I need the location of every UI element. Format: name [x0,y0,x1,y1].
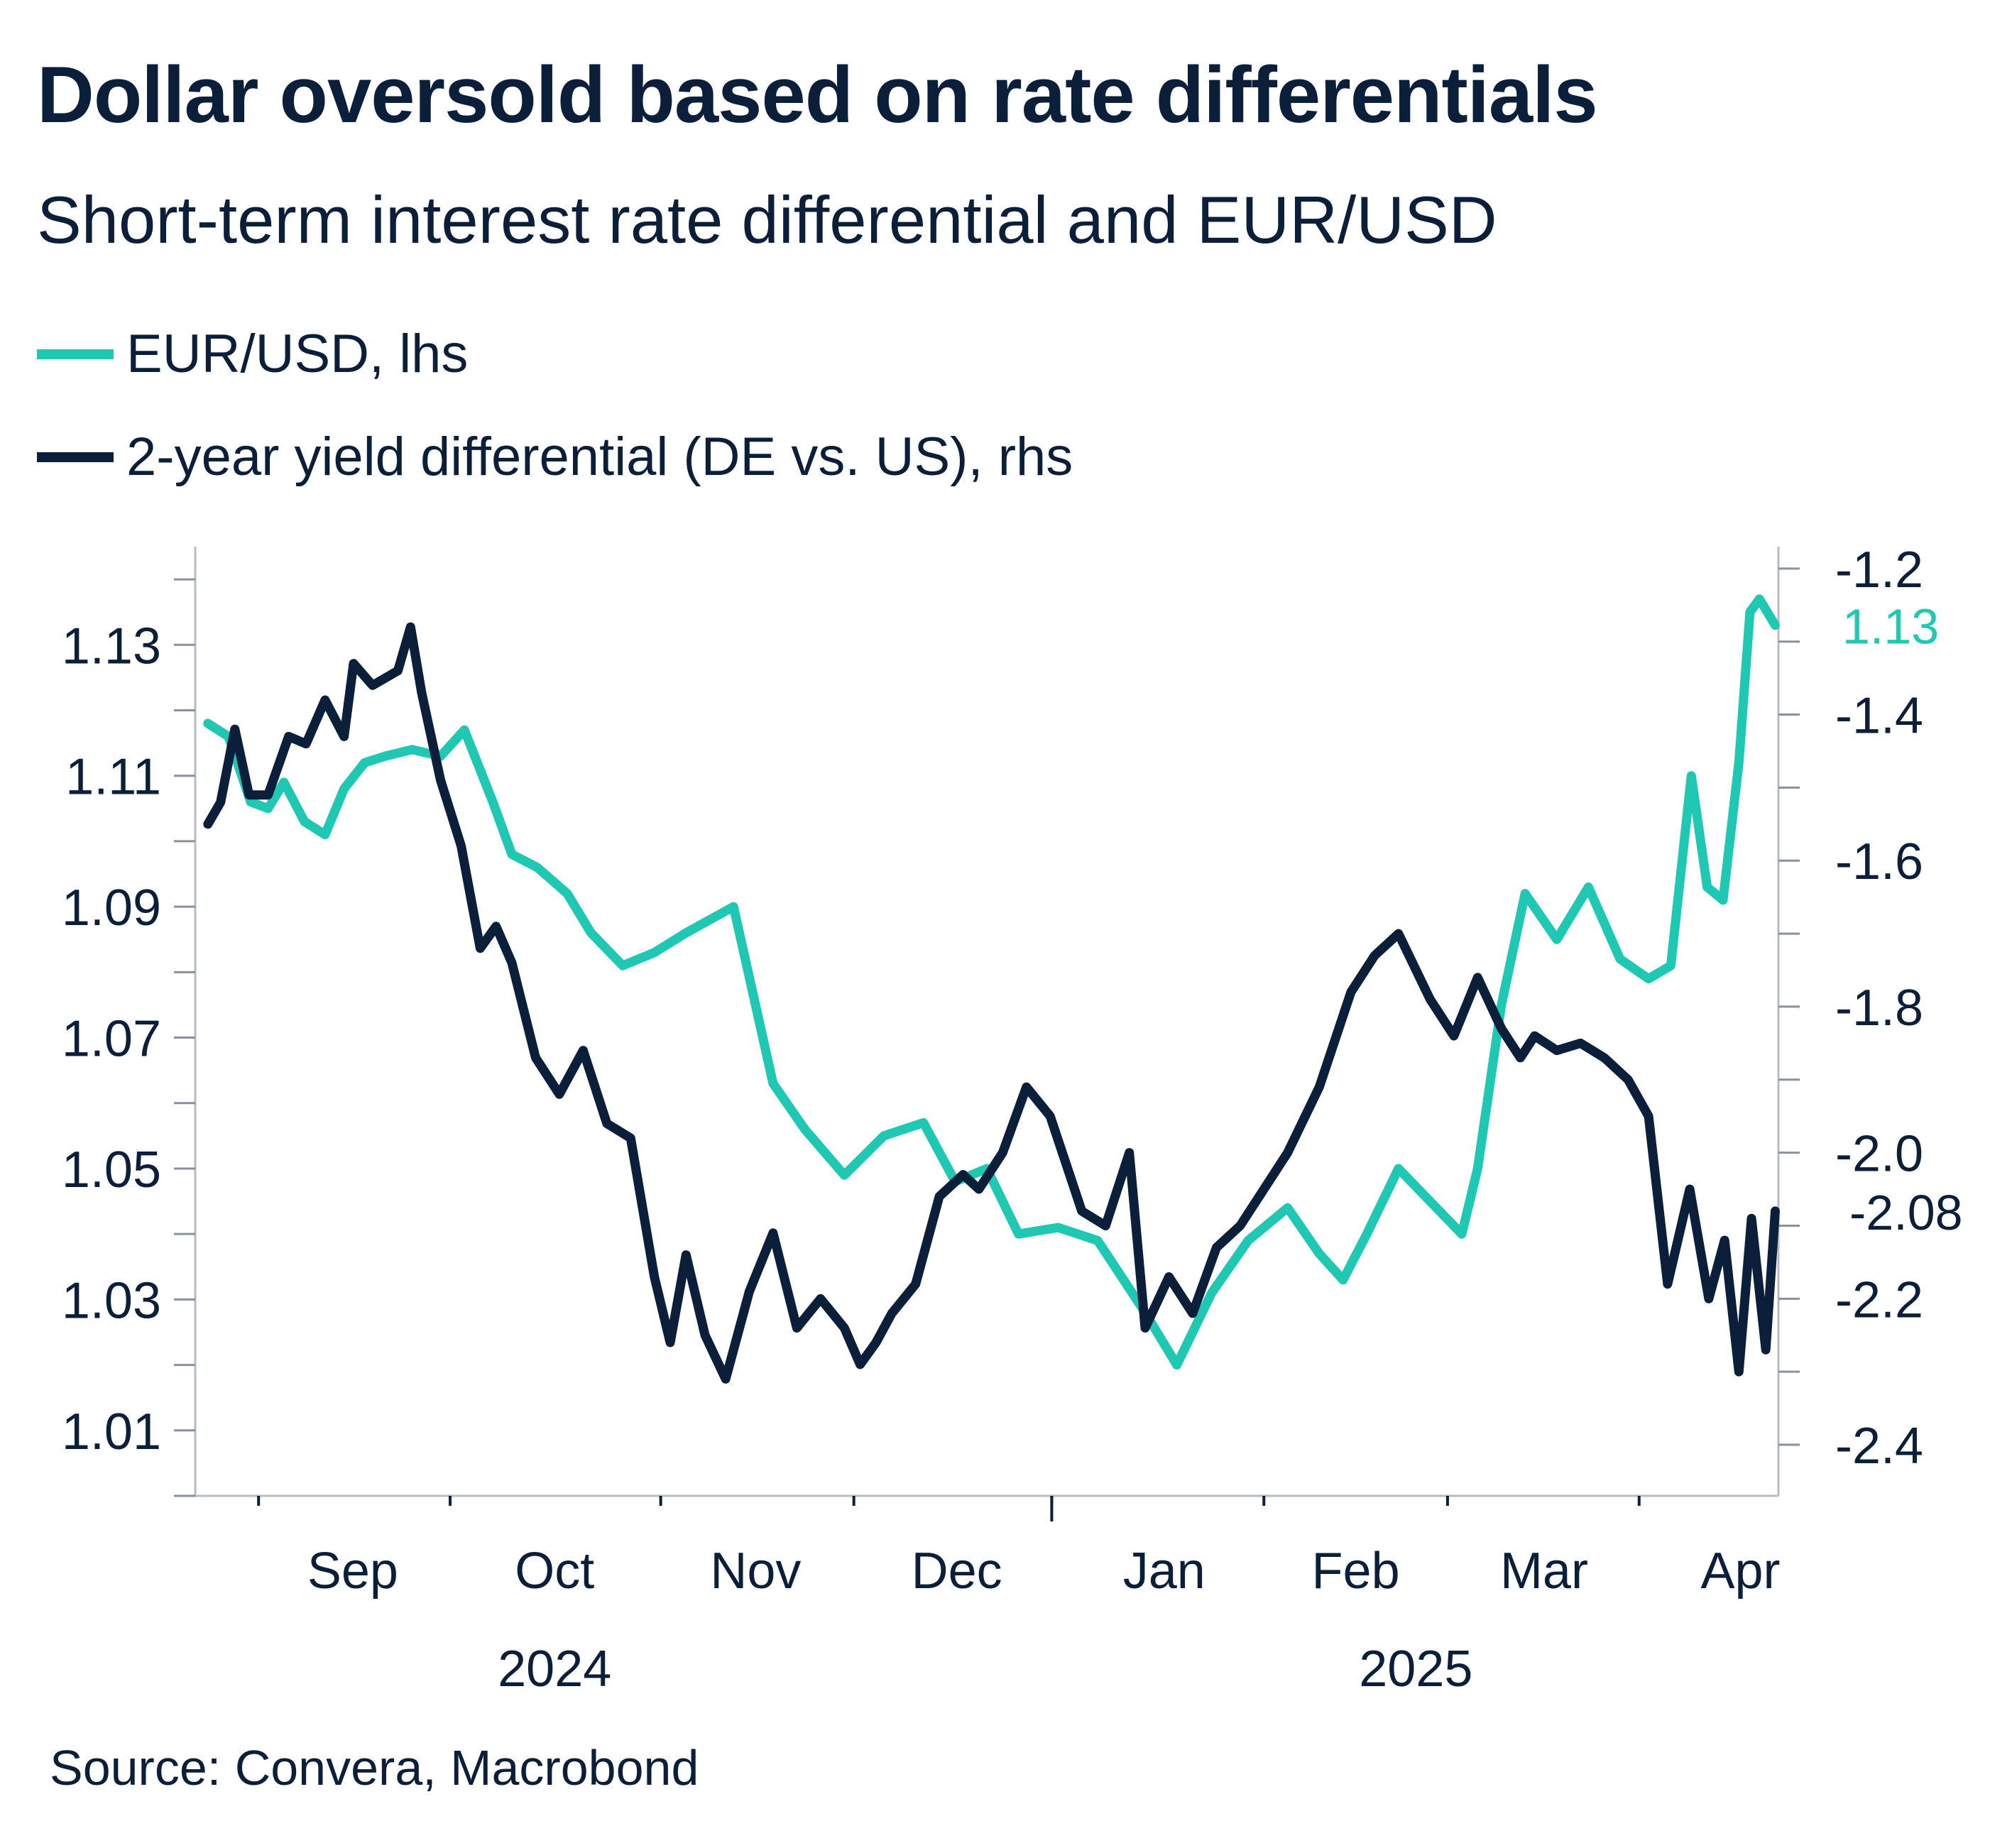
series-line-differential [203,622,1780,1384]
left-axis-tick-label: 1.13 [62,618,161,674]
x-axis-month-label: Mar [1500,1543,1588,1600]
right-axis-tick-label: -2.0 [1835,1126,1923,1183]
right-axis-tick-label: -2.4 [1835,1418,1923,1475]
legend-swatch-eurusd [37,349,114,359]
x-axis-year-label: 2025 [1359,1641,1472,1697]
legend-item-differential: 2-year yield differential (DE vs. US), r… [37,426,1073,488]
x-axis-month-label: Dec [912,1543,1002,1600]
left-axis-tick-label: 1.11 [65,749,161,806]
right-axis-tick-label: -1.6 [1835,833,1923,890]
left-axis-tick-label: 1.01 [62,1404,161,1460]
right-axis-tick-label: -1.4 [1835,688,1923,745]
right-axis-tick-label: -1.2 [1835,542,1923,598]
x-axis-year-label: 2024 [498,1641,611,1697]
chart-subtitle: Short-term interest rate differential an… [37,182,1497,257]
legend-swatch-differential [37,452,114,462]
legend-label-differential: 2-year yield differential (DE vs. US), r… [126,427,1073,487]
x-axis-month-label: Oct [515,1543,594,1600]
x-axis-month-label: Jan [1123,1543,1205,1600]
left-axis-tick-label: 1.05 [62,1142,161,1198]
x-axis-month-label: Feb [1312,1543,1400,1600]
x-axis-month-label: Nov [710,1543,801,1600]
end-label-eurusd: 1.13 [1842,599,1939,655]
series-line-eurusd [203,594,1780,1370]
x-axis-month-label: Sep [307,1543,398,1600]
x-axis-month-label: Apr [1700,1543,1780,1600]
chart-title: Dollar oversold based on rate differenti… [37,50,1598,139]
legend-item-eurusd: EUR/USD, lhs [37,323,468,385]
source-note: Source: Convera, Macrobond [50,1740,699,1795]
legend-label-eurusd: EUR/USD, lhs [126,324,469,384]
left-axis-tick-label: 1.03 [62,1272,161,1329]
right-axis-tick-label: -2.2 [1835,1272,1923,1328]
end-label-differential: -2.08 [1849,1185,1963,1240]
left-axis-tick-label: 1.09 [62,880,161,936]
right-axis-tick-label: -1.8 [1835,980,1923,1037]
left-axis-tick-label: 1.07 [62,1011,161,1068]
